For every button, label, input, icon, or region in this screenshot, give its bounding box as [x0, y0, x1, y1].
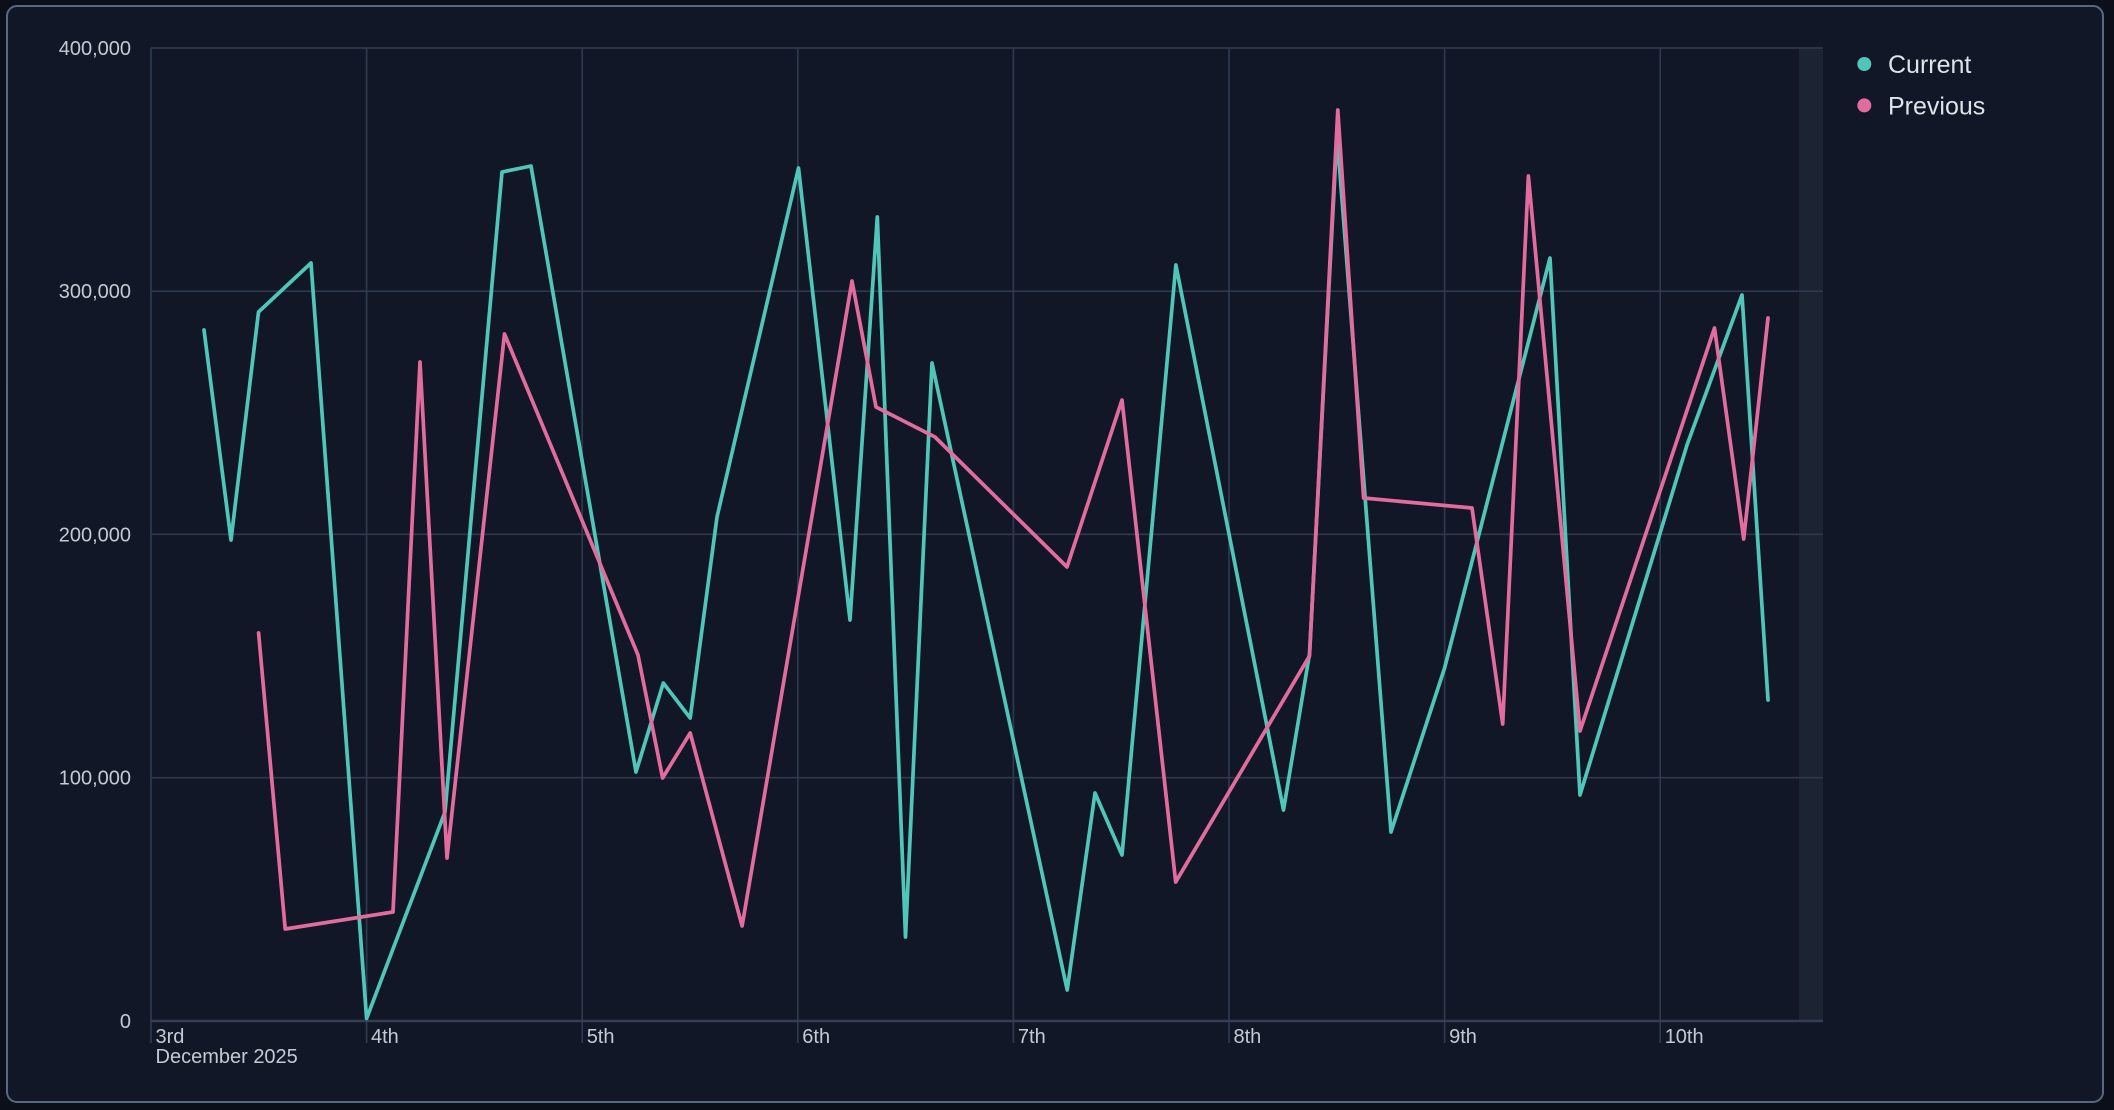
svg-text:December 2025: December 2025: [156, 1046, 298, 1068]
svg-text:5th: 5th: [587, 1026, 615, 1048]
svg-text:0: 0: [120, 1011, 131, 1033]
svg-text:400,000: 400,000: [59, 38, 131, 60]
svg-text:Previous: Previous: [1888, 92, 1985, 120]
svg-text:8th: 8th: [1234, 1026, 1262, 1048]
svg-text:10th: 10th: [1665, 1026, 1704, 1048]
svg-text:200,000: 200,000: [59, 524, 131, 546]
svg-text:100,000: 100,000: [59, 768, 131, 790]
svg-text:7th: 7th: [1018, 1026, 1046, 1048]
svg-text:300,000: 300,000: [59, 281, 131, 303]
svg-text:4th: 4th: [371, 1026, 399, 1048]
svg-text:6th: 6th: [802, 1026, 830, 1048]
svg-text:9th: 9th: [1449, 1026, 1477, 1048]
svg-text:Current: Current: [1888, 51, 1971, 79]
svg-text:3rd: 3rd: [156, 1026, 185, 1048]
